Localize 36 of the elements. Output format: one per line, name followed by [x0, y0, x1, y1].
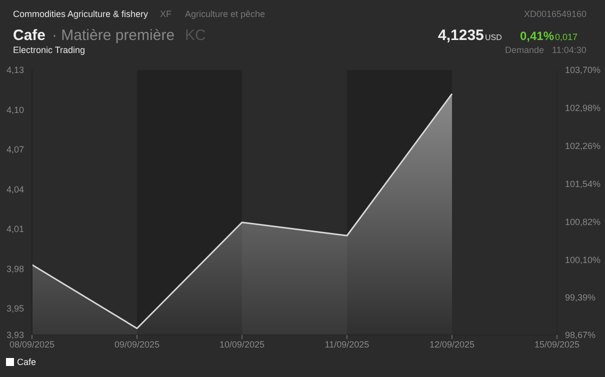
y-tick-label: 4,01: [6, 224, 24, 234]
y2-tick-label: 99,39%: [565, 292, 596, 302]
y2-tick-label: 101,54%: [565, 178, 601, 189]
y-tick-label: 4,10: [6, 104, 24, 115]
y-tick-label: 3,95: [6, 304, 24, 314]
y2-tick-label: 98,67%: [565, 330, 596, 340]
y-tick-label: 4,13: [6, 65, 24, 76]
text: Commodities Agriculture & fishery: [13, 9, 148, 19]
x-tick-label: 09/09/2025: [114, 339, 160, 350]
y2-tick-label: 100,10%: [565, 254, 601, 265]
y-tick-label: 3,98: [6, 264, 24, 274]
text: 4,1235: [438, 27, 484, 44]
x-tick-label: 12/09/2025: [429, 339, 475, 350]
text: 0,017: [555, 32, 578, 42]
y-tick-label: 4,04: [6, 184, 24, 194]
y-tick-label: 4,07: [6, 144, 24, 155]
chart-title: Cafe: [13, 27, 46, 44]
y2-tick-label: 100,82%: [565, 216, 601, 227]
y2-tick-label: 103,70%: [565, 65, 601, 76]
x-tick-label: 11/09/2025: [324, 339, 370, 350]
x-tick-label: 15/09/2025: [534, 339, 580, 350]
x-tick-label: 10/09/2025: [219, 339, 265, 350]
text: Electronic Trading: [13, 45, 86, 55]
text: USD: [485, 33, 502, 42]
text: XD0016549160: [524, 9, 587, 19]
text: 11:04:30: [552, 45, 586, 55]
text: 0,41%: [520, 29, 554, 43]
y-tick-label: 3,93: [6, 330, 24, 340]
text: Agriculture et pêche: [185, 9, 266, 19]
text: Demande: [505, 45, 544, 55]
y2-tick-label: 102,26%: [565, 141, 601, 152]
x-tick-label: 08/09/2025: [9, 339, 55, 350]
legend-label: Cafe: [16, 357, 36, 367]
y2-tick-label: 102,98%: [565, 103, 601, 114]
text: XF: [160, 9, 172, 19]
chart-subtitle: · Matière première: [52, 27, 175, 44]
